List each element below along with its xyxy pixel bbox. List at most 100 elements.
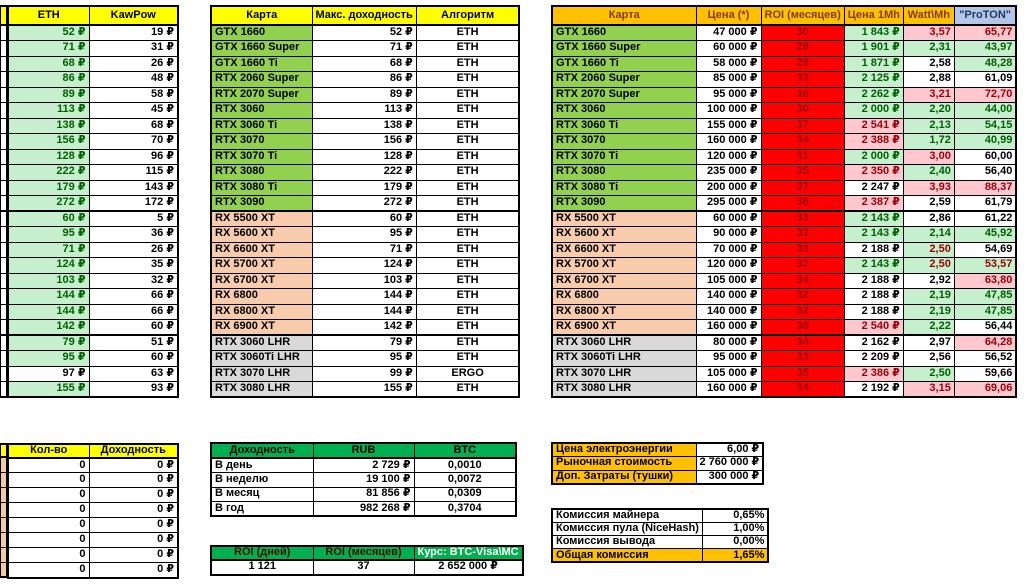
price-cell[interactable]: 60 000 ₽ [695, 40, 762, 57]
algorithm-cell[interactable]: ETH [415, 288, 520, 305]
eth-income-cell[interactable]: 128 ₽ [7, 148, 90, 165]
period-label[interactable]: В неделю [210, 472, 314, 488]
quantity-cell[interactable]: 0 [7, 472, 90, 489]
roi-months-cell[interactable]: 33 [760, 71, 845, 88]
eth-income-cell[interactable]: 138 ₽ [7, 117, 90, 134]
price-1mh-cell[interactable]: 2 143 ₽ [843, 226, 904, 243]
kawpow-income-cell[interactable]: 48 ₽ [88, 71, 179, 88]
gpu-name-cell[interactable]: RX 6800 XT [551, 303, 697, 320]
price-1mh-cell[interactable]: 1 843 ₽ [843, 24, 904, 41]
gpu-name-cell[interactable]: RTX 3080 LHR [551, 381, 697, 398]
max-income-cell[interactable]: 89 ₽ [311, 86, 417, 103]
max-income-cell[interactable]: 179 ₽ [311, 179, 417, 196]
col-header-roi-months[interactable]: ROI (месяцев) [312, 545, 415, 561]
commission-value[interactable]: 0,00% [701, 535, 769, 550]
price-cell[interactable]: 160 000 ₽ [695, 319, 762, 336]
proton-cell[interactable]: 69,06 [953, 381, 1017, 398]
eth-income-cell[interactable]: 144 ₽ [7, 303, 90, 320]
max-income-cell[interactable]: 68 ₽ [311, 55, 417, 72]
col-header-card[interactable]: Карта [551, 5, 697, 26]
price-1mh-cell[interactable]: 1 901 ₽ [843, 40, 904, 57]
roi-months-cell[interactable]: 31 [760, 148, 845, 165]
price-cell[interactable]: 80 000 ₽ [695, 334, 762, 351]
col-header-income-period[interactable]: Доходность [210, 442, 314, 459]
max-income-cell[interactable]: 113 ₽ [311, 102, 417, 119]
btc-value[interactable]: 0,0309 [413, 486, 517, 502]
col-header-rub[interactable]: RUB [312, 442, 415, 459]
income-cell[interactable]: 0 ₽ [88, 457, 179, 474]
price-1mh-cell[interactable]: 2 000 ₽ [843, 148, 904, 165]
price-1mh-cell[interactable]: 2 247 ₽ [843, 179, 904, 196]
proton-cell[interactable]: 56,52 [953, 350, 1017, 367]
proton-cell[interactable]: 48,28 [953, 55, 1017, 72]
roi-months-cell[interactable]: 32 [760, 288, 845, 305]
price-cell[interactable]: 235 000 ₽ [695, 164, 762, 181]
kawpow-income-cell[interactable]: 70 ₽ [88, 133, 179, 150]
algorithm-cell[interactable]: ETH [415, 210, 520, 227]
gpu-name-cell[interactable]: RX 6800 XT [210, 303, 313, 320]
proton-cell[interactable]: 47,85 [953, 288, 1017, 305]
rub-value[interactable]: 81 856 ₽ [312, 486, 415, 502]
algorithm-cell[interactable]: ETH [415, 86, 520, 103]
watt-mh-cell[interactable]: 2,50 [902, 241, 955, 258]
income-cell[interactable]: 0 ₽ [88, 502, 179, 519]
gpu-name-cell[interactable]: RTX 3080 Ti [551, 179, 697, 196]
max-income-cell[interactable]: 99 ₽ [311, 365, 417, 382]
watt-mh-cell[interactable]: 2,50 [902, 365, 955, 382]
price-1mh-cell[interactable]: 2 000 ₽ [843, 102, 904, 119]
quantity-cell[interactable]: 0 [7, 532, 90, 549]
roi-months-cell[interactable]: 34 [760, 272, 845, 289]
algorithm-cell[interactable]: ETH [415, 40, 520, 57]
algorithm-cell[interactable]: ETH [415, 195, 520, 212]
roi-months-cell[interactable]: 36 [760, 195, 845, 212]
col-header-quantity[interactable]: Кол-во [7, 443, 90, 459]
price-1mh-cell[interactable]: 2 350 ₽ [843, 164, 904, 181]
commission-label[interactable]: Комиссия вывода [551, 535, 703, 550]
eth-income-cell[interactable]: 86 ₽ [7, 71, 90, 88]
max-income-cell[interactable]: 60 ₽ [311, 210, 417, 227]
rub-value[interactable]: 982 268 ₽ [312, 501, 415, 517]
income-cell[interactable]: 0 ₽ [88, 547, 179, 564]
price-cell[interactable]: 60 000 ₽ [695, 210, 762, 227]
btc-value[interactable]: 0,0010 [413, 457, 517, 473]
kawpow-income-cell[interactable]: 31 ₽ [88, 40, 179, 57]
gpu-name-cell[interactable]: RTX 2070 Super [210, 86, 313, 103]
btc-rate-value[interactable]: 2 652 000 ₽ [413, 559, 524, 576]
eth-income-cell[interactable]: 124 ₽ [7, 257, 90, 274]
kawpow-income-cell[interactable]: 66 ₽ [88, 303, 179, 320]
watt-mh-cell[interactable]: 3,00 [902, 148, 955, 165]
gpu-name-cell[interactable]: RX 5500 XT [210, 210, 313, 227]
roi-months-cell[interactable]: 33 [760, 210, 845, 227]
price-1mh-cell[interactable]: 2 541 ₽ [843, 117, 904, 134]
price-1mh-cell[interactable]: 2 162 ₽ [843, 334, 904, 351]
gpu-name-cell[interactable]: RTX 3070 LHR [210, 365, 313, 382]
price-cell[interactable]: 120 000 ₽ [695, 148, 762, 165]
eth-income-cell[interactable]: 71 ₽ [7, 40, 90, 57]
kawpow-income-cell[interactable]: 63 ₽ [88, 365, 179, 382]
roi-months-cell[interactable]: 36 [760, 86, 845, 103]
price-cell[interactable]: 100 000 ₽ [695, 102, 762, 119]
algorithm-cell[interactable]: ETH [415, 117, 520, 134]
watt-mh-cell[interactable]: 2,58 [902, 55, 955, 72]
eth-income-cell[interactable]: 68 ₽ [7, 55, 90, 72]
algorithm-cell[interactable]: ETH [415, 226, 520, 243]
algorithm-cell[interactable]: ETH [415, 241, 520, 258]
watt-mh-cell[interactable]: 2,19 [902, 303, 955, 320]
btc-value[interactable]: 0,3704 [413, 501, 517, 517]
proton-cell[interactable]: 54,69 [953, 241, 1017, 258]
eth-income-cell[interactable]: 71 ₽ [7, 241, 90, 258]
col-header-card[interactable]: Карта [210, 5, 313, 26]
roi-months-cell[interactable]: 32 [760, 257, 845, 274]
algorithm-cell[interactable]: ETH [415, 24, 520, 41]
price-1mh-cell[interactable]: 2 188 ₽ [843, 303, 904, 320]
price-1mh-cell[interactable]: 2 188 ₽ [843, 272, 904, 289]
roi-months-cell[interactable]: 34 [760, 334, 845, 351]
income-cell[interactable]: 0 ₽ [88, 472, 179, 489]
proton-cell[interactable]: 53,57 [953, 257, 1017, 274]
roi-months-cell[interactable]: 35 [760, 365, 845, 382]
watt-mh-cell[interactable]: 2,50 [902, 257, 955, 274]
gpu-name-cell[interactable]: RTX 3060Ti LHR [551, 350, 697, 367]
algorithm-cell[interactable]: ETH [415, 303, 520, 320]
period-label[interactable]: В год [210, 501, 314, 517]
gpu-name-cell[interactable]: RTX 2070 Super [551, 86, 697, 103]
